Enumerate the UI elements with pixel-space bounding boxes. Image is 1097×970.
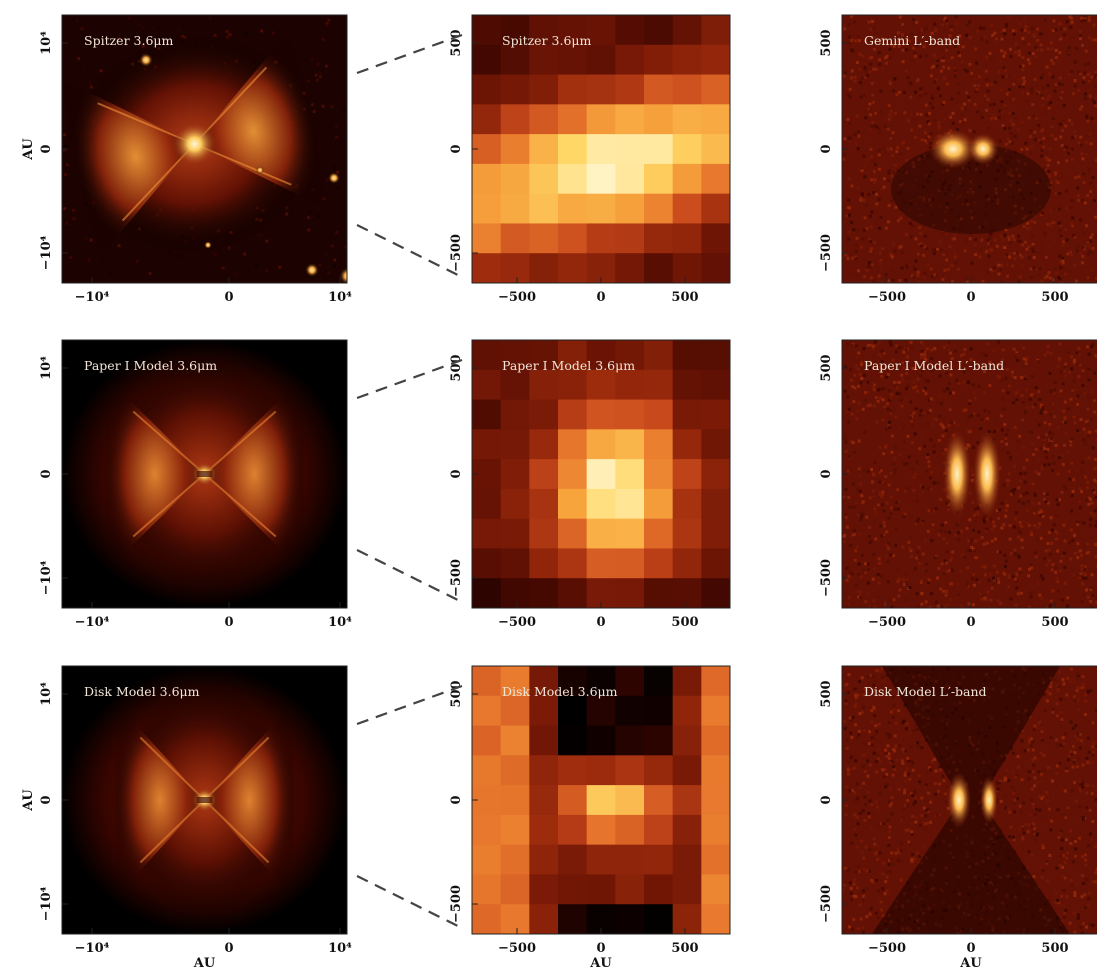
y-axis-label: AU: [21, 789, 36, 812]
x-tick-label: 0: [966, 615, 975, 630]
x-tick-label: −500: [868, 941, 906, 956]
y-tick-label: 10⁴: [39, 356, 54, 380]
y-tick-label: 500: [819, 354, 834, 381]
panel-title: Paper I Model 3.6μm: [84, 358, 217, 373]
y-tick-label: 0: [819, 795, 834, 804]
panel-image: [842, 15, 1097, 283]
x-tick-label: 10⁴: [328, 615, 352, 630]
x-tick-label: 500: [671, 615, 698, 630]
y-tick-label: 0: [39, 144, 54, 153]
x-tick-label: −500: [498, 290, 536, 305]
panel-r0c2: Gemini L′-band −500 0 500 500 0 −500: [819, 14, 1097, 305]
y-tick-label: 0: [449, 469, 464, 478]
panel-r1c0: Paper I Model 3.6μm −10⁴ 0 10⁴ 10⁴ 0 −10⁴: [39, 339, 352, 630]
panel-image: [62, 666, 347, 934]
x-tick-label: 0: [596, 941, 605, 956]
x-tick-label: 10⁴: [328, 290, 352, 305]
y-tick-label: −10⁴: [39, 235, 54, 270]
x-tick-label: −500: [868, 615, 906, 630]
y-axis-label: AU: [21, 138, 36, 161]
y-tick-label: 500: [819, 29, 834, 56]
panel-title: Paper I Model 3.6μm: [502, 358, 635, 373]
x-tick-label: −500: [498, 615, 536, 630]
panel-title: Spitzer 3.6μm: [84, 33, 174, 48]
panel-r0c0: Spitzer 3.6μm −10⁴ 0 10⁴ 10⁴ 0 −10⁴ AU: [21, 14, 352, 305]
y-tick-label: −500: [819, 234, 834, 272]
y-tick-label: −500: [819, 885, 834, 923]
x-tick-label: 0: [224, 615, 233, 630]
panel-title: Spitzer 3.6μm: [502, 33, 592, 48]
y-tick-label: 500: [449, 354, 464, 381]
x-axis-label: AU: [959, 956, 982, 970]
y-tick-label: −500: [449, 559, 464, 597]
panel-title: Paper I Model L′-band: [864, 358, 1004, 373]
y-tick-label: 0: [39, 795, 54, 804]
x-tick-label: −10⁴: [75, 290, 110, 305]
panel-title: Disk Model L′-band: [864, 684, 987, 699]
x-tick-label: −500: [498, 941, 536, 956]
y-tick-label: 0: [39, 469, 54, 478]
panel-title: Disk Model 3.6μm: [502, 684, 618, 699]
panel-image: [472, 340, 730, 608]
y-tick-label: 500: [449, 29, 464, 56]
y-tick-label: 500: [449, 680, 464, 707]
panel-image: [842, 666, 1097, 934]
panel-r2c0: Disk Model 3.6μm −10⁴ 0 10⁴ 10⁴ 0 −10⁴ AU AU: [21, 665, 352, 970]
y-tick-label: −10⁴: [39, 560, 54, 595]
panel-image: [472, 15, 730, 283]
x-tick-label: −10⁴: [75, 941, 110, 956]
x-tick-label: 0: [966, 941, 975, 956]
panel-r1c2: Paper I Model L′-band −500 0 500 500 0 −500: [819, 339, 1097, 630]
y-tick-label: −10⁴: [39, 886, 54, 921]
x-tick-label: 0: [966, 290, 975, 305]
y-tick-label: −500: [449, 234, 464, 272]
panel-r1c1: Paper I Model 3.6μm −500 0 500 500 0 −500: [449, 339, 731, 630]
y-tick-label: 0: [819, 469, 834, 478]
y-tick-label: 10⁴: [39, 31, 54, 55]
x-tick-label: 0: [596, 290, 605, 305]
y-tick-label: 0: [449, 795, 464, 804]
x-tick-label: 0: [224, 290, 233, 305]
x-tick-label: 10⁴: [328, 941, 352, 956]
x-axis-label: AU: [193, 956, 216, 970]
y-tick-label: 0: [449, 144, 464, 153]
x-tick-label: 0: [596, 615, 605, 630]
panel-r0c1: Spitzer 3.6μm −500 0 500 500 0 −500: [449, 14, 731, 305]
panel-r2c1: Disk Model 3.6μm −500 0 500 500 0 −500 AU: [449, 665, 731, 970]
y-tick-label: 500: [819, 680, 834, 707]
x-tick-label: 500: [671, 290, 698, 305]
y-tick-label: −500: [819, 559, 834, 597]
panel-title: Disk Model 3.6μm: [84, 684, 200, 699]
panel-image: [842, 340, 1097, 608]
panel-image: [62, 15, 347, 283]
x-axis-label: AU: [589, 956, 612, 970]
y-tick-label: −500: [449, 885, 464, 923]
panel-r2c2: Disk Model L′-band −500 0 500 500 0 −500 AU: [819, 665, 1097, 970]
panel-image: [472, 666, 730, 934]
x-tick-label: −10⁴: [75, 615, 110, 630]
x-tick-label: 500: [1041, 290, 1068, 305]
panel-title: Gemini L′-band: [864, 33, 960, 48]
y-tick-label: 0: [819, 144, 834, 153]
x-tick-label: 500: [1041, 941, 1068, 956]
x-tick-label: −500: [868, 290, 906, 305]
y-tick-label: 10⁴: [39, 682, 54, 706]
x-tick-label: 0: [224, 941, 233, 956]
x-tick-label: 500: [1041, 615, 1068, 630]
panel-image: [62, 340, 347, 608]
x-tick-label: 500: [671, 941, 698, 956]
